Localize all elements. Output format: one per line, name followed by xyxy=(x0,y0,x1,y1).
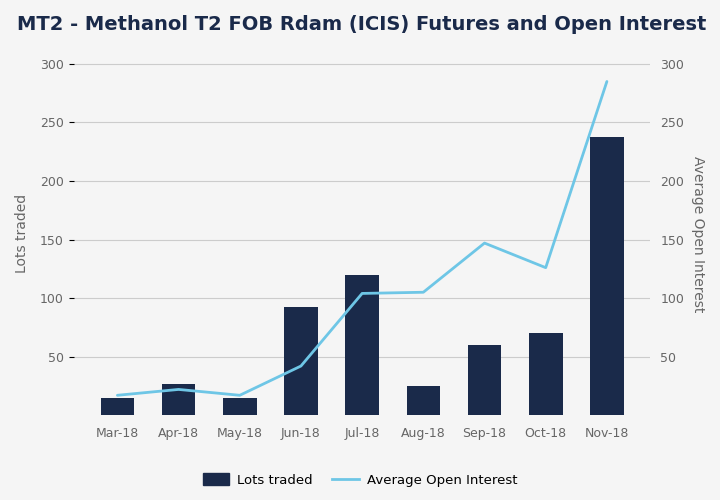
Bar xyxy=(346,274,379,415)
Bar xyxy=(284,308,318,415)
Bar xyxy=(162,384,195,415)
Legend: Lots traded, Average Open Interest: Lots traded, Average Open Interest xyxy=(196,467,524,493)
Bar xyxy=(468,345,501,415)
Y-axis label: Lots traded: Lots traded xyxy=(15,194,29,274)
Title: MT2 - Methanol T2 FOB Rdam (ICIS) Futures and Open Interest: MT2 - Methanol T2 FOB Rdam (ICIS) Future… xyxy=(17,15,707,34)
Bar xyxy=(101,398,134,415)
Y-axis label: Average Open Interest: Average Open Interest xyxy=(691,156,705,312)
Bar xyxy=(590,136,624,415)
Bar xyxy=(407,386,440,415)
Bar xyxy=(223,398,256,415)
Bar xyxy=(529,333,562,415)
